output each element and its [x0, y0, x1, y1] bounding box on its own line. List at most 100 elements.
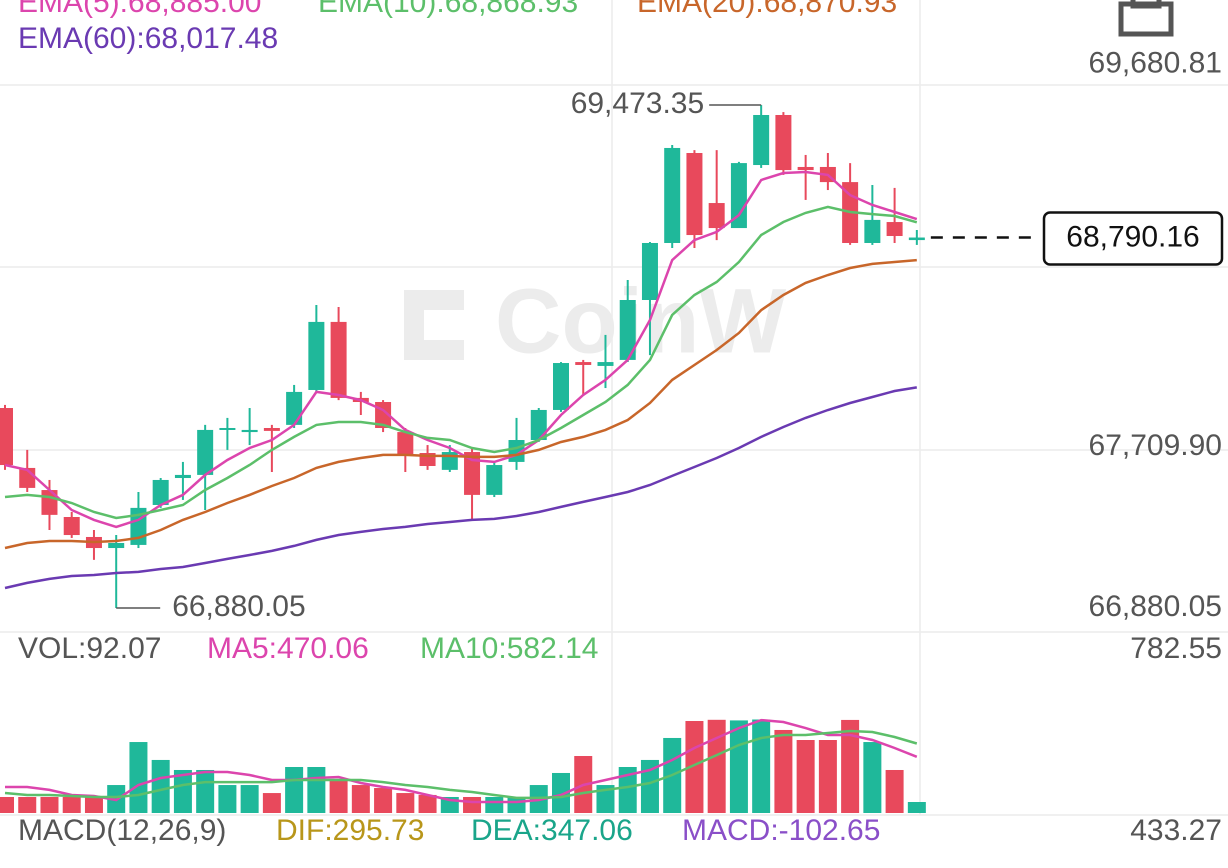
macd-axis-label: 433.27: [1130, 814, 1222, 847]
ema-line: [4, 170, 918, 529]
candle-body: [197, 429, 214, 475]
candle-body: [219, 427, 236, 430]
volume-bar: [507, 796, 526, 813]
legend-entry: EMA(60):68,017.48: [18, 22, 278, 55]
volume-bar: [418, 794, 437, 813]
volume-bar: [218, 785, 237, 813]
candle-body: [308, 321, 325, 390]
volume-bar: [173, 769, 192, 813]
watermark-logo: [404, 290, 464, 360]
ma-line: [4, 729, 918, 800]
candle-body: [619, 300, 636, 360]
volume-bar: [62, 796, 81, 813]
candle-body: [775, 114, 792, 171]
candle-body: [753, 114, 770, 166]
candle-body: [597, 362, 614, 366]
volume-bar: [307, 767, 326, 813]
candle-body: [530, 409, 547, 441]
candle-body: [908, 237, 925, 241]
volume-bar: [707, 719, 726, 813]
volume-bar: [863, 742, 882, 813]
ema-line: [4, 205, 918, 520]
volume-bar: [774, 729, 793, 813]
candle-body: [486, 465, 503, 495]
volume-bar: [752, 719, 771, 813]
volume-bar: [818, 740, 837, 813]
ema-line: [4, 386, 918, 590]
high-label: 69,473.35: [571, 87, 704, 120]
legend-entry: MA10:582.14: [420, 632, 598, 665]
candle-body: [330, 321, 347, 398]
volume-bar: [129, 742, 148, 813]
volume-bar: [0, 796, 14, 813]
volume-bar: [907, 802, 926, 813]
candle-body: [708, 203, 725, 229]
candle-body: [63, 517, 80, 536]
volume-bar: [596, 785, 615, 813]
candle-body: [108, 542, 125, 549]
y-tick-label: 69,680.81: [1089, 47, 1222, 80]
volume-bar: [329, 780, 348, 813]
candle-body: [464, 452, 481, 495]
candle-body: [397, 432, 414, 455]
macd-dif: DIF:295.73: [276, 814, 424, 847]
candle-body: [864, 219, 881, 243]
volume-bar: [729, 720, 748, 813]
y-tick-label: 66,880.05: [1089, 590, 1222, 623]
volume-legend: VOL:92.07: [18, 632, 161, 665]
y-tick-label: 67,709.90: [1089, 429, 1222, 462]
candle-body: [152, 479, 169, 505]
candle-body: [730, 163, 747, 229]
candle-body: [686, 153, 703, 236]
volume-bar: [84, 796, 103, 813]
candle-body: [286, 391, 303, 425]
candle-body: [0, 408, 13, 466]
volume-bar: [640, 759, 659, 813]
candle-body: [797, 166, 814, 171]
candle-body: [553, 363, 569, 410]
volume-bar: [351, 785, 370, 813]
volume-bar: [618, 767, 637, 813]
volume-bar: [262, 793, 281, 813]
macd-value: MACD:-102.65: [682, 814, 880, 847]
volume-bar: [463, 796, 482, 813]
y-tick-label: 782.55: [1130, 632, 1222, 665]
volume-bar: [552, 772, 570, 813]
volume-bar: [685, 721, 704, 813]
candle-body: [641, 242, 658, 301]
volume-bar: [285, 767, 304, 813]
volume-bar: [396, 793, 415, 813]
volume-bar: [40, 796, 59, 813]
legend-entry: EMA(5):68,885.00: [18, 0, 261, 19]
legend-entry: MA5:470.06: [207, 632, 369, 665]
volume-bar: [374, 788, 393, 813]
ma-line: [5, 718, 918, 804]
volume-bar: [485, 796, 504, 813]
volume-bar: [196, 769, 215, 813]
candle-body: [575, 362, 592, 365]
candle-body: [886, 222, 903, 237]
candle-body: [263, 427, 280, 431]
ema-line: [4, 258, 917, 550]
last-price-box: [1042, 211, 1224, 266]
candle-body: [174, 474, 191, 479]
legend-entry: EMA(20):68,870.93: [637, 0, 897, 19]
volume-bar: [151, 759, 170, 813]
watermark-text: CoinW: [495, 270, 786, 372]
candle-body: [664, 147, 681, 243]
watermark: CoinW: [404, 270, 786, 372]
low-label: 66,880.05: [172, 590, 305, 623]
last-price-label: 68,790.16: [1066, 220, 1199, 253]
icon: [1130, 0, 1162, 9]
volume-bar: [841, 719, 860, 813]
macd-title: MACD(12,26,9): [18, 814, 226, 847]
volume-bar: [240, 785, 259, 813]
macd-dea: DEA:347.06: [471, 814, 633, 847]
volume-bar: [18, 796, 37, 813]
legend-entry: EMA(10):68,868.93: [318, 0, 578, 19]
volume-bar: [885, 769, 904, 813]
volume-bar: [796, 740, 815, 813]
top-icon: [1118, 0, 1174, 37]
